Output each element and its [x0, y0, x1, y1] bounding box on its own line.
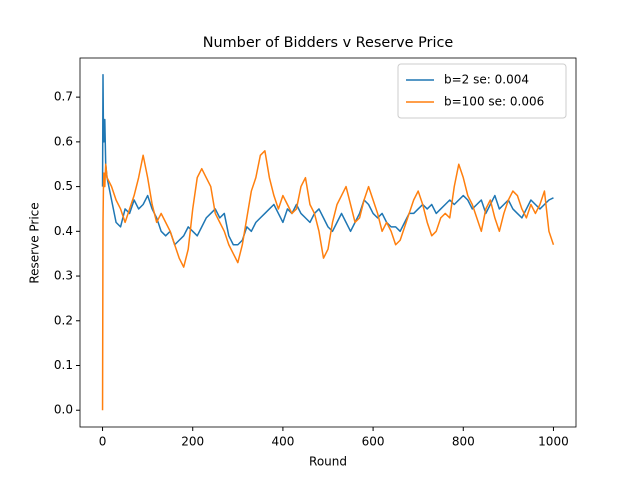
legend-label: b=2 se: 0.004	[444, 73, 529, 87]
x-tick-label: 400	[271, 435, 294, 449]
x-tick-label: 200	[181, 435, 204, 449]
y-tick-label: 0.1	[54, 358, 73, 372]
y-tick-label: 0.3	[54, 269, 73, 283]
x-axis-label: Round	[309, 455, 347, 469]
chart-title: Number of Bidders v Reserve Price	[203, 35, 454, 51]
x-tick-label: 0	[99, 435, 107, 449]
x-tick-label: 600	[362, 435, 385, 449]
y-tick-label: 0.4	[54, 224, 73, 238]
legend-label: b=100 se: 0.006	[444, 95, 544, 109]
x-tick-label: 1000	[538, 435, 569, 449]
series-line	[101, 74, 554, 246]
y-tick-label: 0.6	[54, 134, 73, 148]
y-tick-label: 0.5	[54, 179, 73, 193]
y-tick-label: 0.7	[54, 90, 73, 104]
y-axis-label: Reserve Price	[28, 202, 42, 283]
legend-box	[397, 63, 567, 119]
series-line	[101, 150, 555, 411]
x-tick-label: 800	[452, 435, 475, 449]
plot-frame	[79, 57, 577, 428]
y-tick-label: 0.0	[54, 403, 73, 417]
y-tick-label: 0.2	[54, 313, 73, 327]
